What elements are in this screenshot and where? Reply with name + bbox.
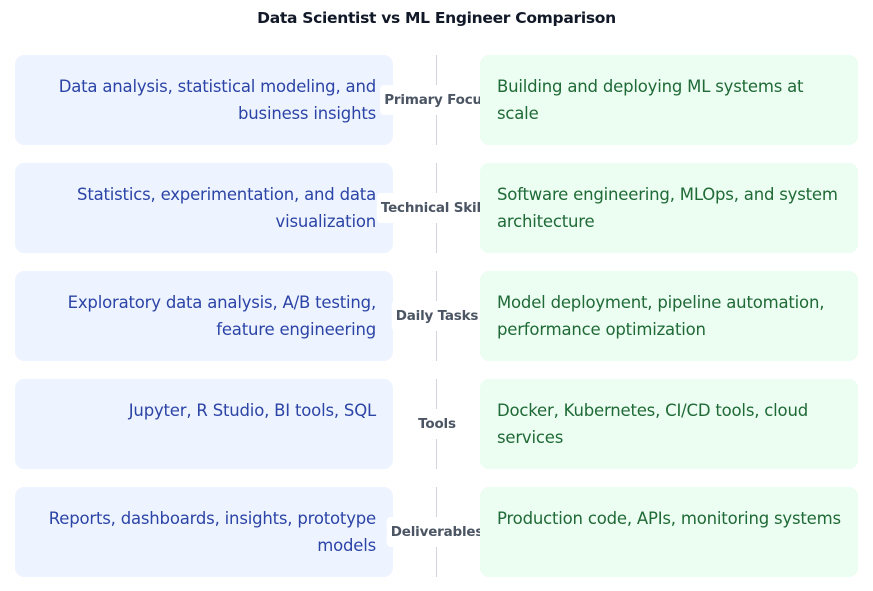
comparison-row-tools: Jupyter, R Studio, BI tools, SQL Tools D… (0, 379, 873, 469)
comparison-row-technical-skills: Statistics, experimentation, and data vi… (0, 163, 873, 253)
row-label: Primary Focus (380, 85, 494, 115)
ml-engineer-cell: Model deployment, pipeline automation, p… (480, 271, 858, 361)
row-label: Daily Tasks (391, 301, 483, 331)
ml-engineer-cell: Building and deploying ML systems at sca… (480, 55, 858, 145)
row-label: Deliverables (386, 517, 488, 547)
comparison-row-daily-tasks: Exploratory data analysis, A/B testing, … (0, 271, 873, 361)
data-scientist-cell: Jupyter, R Studio, BI tools, SQL (15, 379, 393, 469)
ml-engineer-cell: Production code, APIs, monitoring system… (480, 487, 858, 577)
diagram-title: Data Scientist vs ML Engineer Comparison (257, 9, 616, 27)
ml-engineer-cell: Software engineering, MLOps, and system … (480, 163, 858, 253)
comparison-row-primary-focus: Data analysis, statistical modeling, and… (0, 55, 873, 145)
data-scientist-cell: Statistics, experimentation, and data vi… (15, 163, 393, 253)
comparison-row-deliverables: Reports, dashboards, insights, prototype… (0, 487, 873, 577)
data-scientist-cell: Reports, dashboards, insights, prototype… (15, 487, 393, 577)
data-scientist-cell: Data analysis, statistical modeling, and… (15, 55, 393, 145)
row-label: Technical Skills (376, 193, 498, 223)
data-scientist-cell: Exploratory data analysis, A/B testing, … (15, 271, 393, 361)
ml-engineer-cell: Docker, Kubernetes, CI/CD tools, cloud s… (480, 379, 858, 469)
row-label: Tools (414, 409, 460, 439)
